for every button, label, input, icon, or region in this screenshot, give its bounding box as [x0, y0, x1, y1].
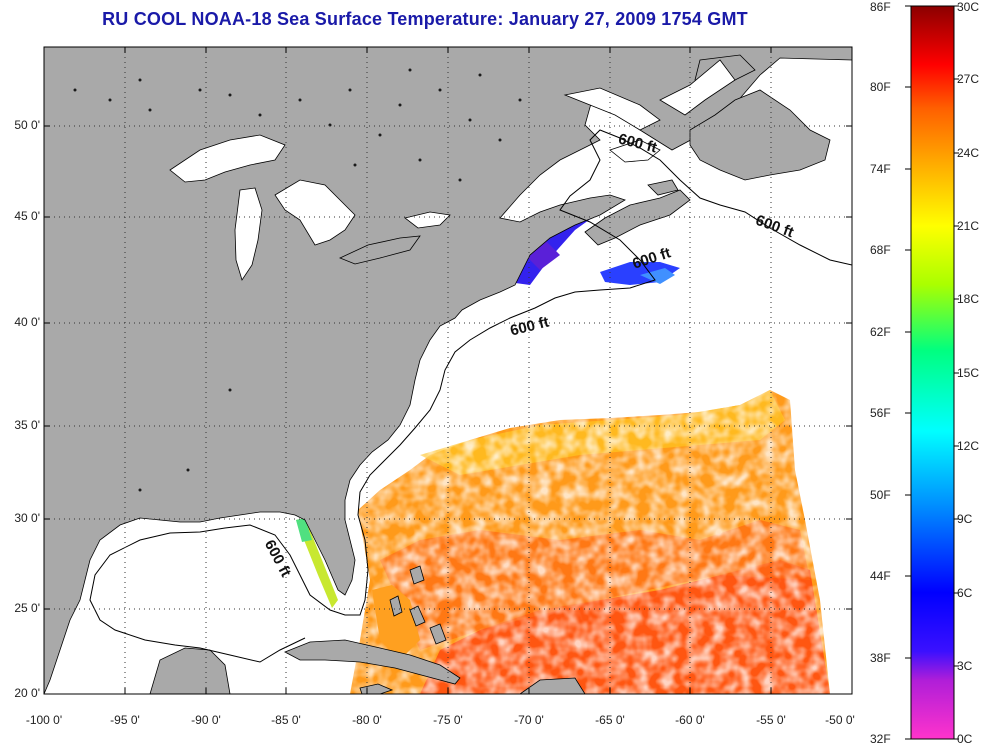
lon-tick-label: -70 0' — [514, 713, 544, 727]
lat-tick-label: 40 0' — [14, 315, 40, 329]
colorbar-c-label: 12C — [957, 439, 980, 453]
colorbar-c-label: 6C — [957, 586, 973, 600]
colorbar-f-label: 44F — [870, 569, 891, 583]
colorbar — [910, 5, 955, 740]
colorbar-f-label: 38F — [870, 651, 891, 665]
colorbar-c-label: 9C — [957, 512, 973, 526]
lat-tick-label: 20 0' — [14, 686, 40, 700]
lon-tick-label: -80 0' — [352, 713, 382, 727]
lon-tick-label: -95 0' — [110, 713, 140, 727]
lon-tick-label: -90 0' — [191, 713, 221, 727]
lat-tick-label: 35 0' — [14, 418, 40, 432]
lat-tick-label: 50 0' — [14, 118, 40, 132]
colorbar-c-label: 21C — [957, 219, 980, 233]
colorbar-f-label: 86F — [870, 0, 891, 14]
lon-tick-label: -55 0' — [756, 713, 786, 727]
colorbar-c-label: 3C — [957, 659, 973, 673]
colorbar-c-label: 24C — [957, 146, 980, 160]
land-cuba — [284, 639, 461, 685]
isobath-600ft — [89, 129, 852, 663]
lon-tick-label: -50 0' — [825, 713, 855, 727]
colorbar-f-label: 74F — [870, 162, 891, 176]
colorbar-f-label: 68F — [870, 243, 891, 257]
lon-tick-label: -60 0' — [675, 713, 705, 727]
colorbar-c-label: 30C — [957, 0, 980, 14]
colorbar-f-label: 32F — [870, 732, 891, 746]
lon-tick-label: -75 0' — [433, 713, 463, 727]
lat-tick-label: 30 0' — [14, 511, 40, 525]
lon-tick-label: -65 0' — [595, 713, 625, 727]
lake-ontario — [404, 211, 451, 229]
map-title: RU COOL NOAA-18 Sea Surface Temperature:… — [102, 9, 748, 29]
colorbar-f-label: 56F — [870, 406, 891, 420]
colorbar-f-label: 80F — [870, 80, 891, 94]
lake-superior — [169, 134, 286, 183]
colorbar-f-label: 50F — [870, 488, 891, 502]
colorbar-c-label: 0C — [957, 732, 973, 746]
colorbar-c-label: 18C — [957, 292, 980, 306]
lon-tick-label: -100 0' — [25, 713, 63, 727]
lat-tick-label: 45 0' — [14, 209, 40, 223]
lat-tick-label: 25 0' — [14, 601, 40, 615]
lake-michigan — [234, 187, 263, 281]
colorbar-c-label: 27C — [957, 72, 980, 86]
colorbar-f-label: 62F — [870, 325, 891, 339]
lake-erie — [338, 235, 421, 265]
colorbar-c-label: 15C — [957, 366, 980, 380]
lon-tick-label: -85 0' — [271, 713, 301, 727]
